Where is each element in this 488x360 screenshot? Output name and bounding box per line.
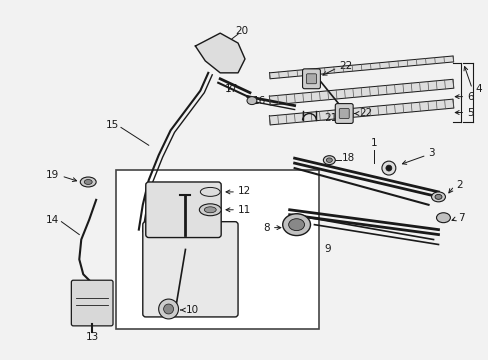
Circle shape — [163, 304, 173, 314]
Text: 14: 14 — [46, 215, 60, 225]
Ellipse shape — [200, 188, 220, 196]
Text: 6: 6 — [467, 92, 473, 102]
Text: 11: 11 — [238, 205, 251, 215]
Text: 17: 17 — [224, 84, 238, 94]
Text: 22: 22 — [339, 61, 352, 71]
FancyBboxPatch shape — [71, 280, 113, 326]
Circle shape — [381, 161, 395, 175]
Bar — [116, 170, 319, 329]
Ellipse shape — [323, 156, 335, 165]
Text: 2: 2 — [455, 180, 462, 190]
Ellipse shape — [431, 192, 445, 202]
Text: 3: 3 — [427, 148, 434, 158]
Text: 4: 4 — [474, 84, 481, 94]
Ellipse shape — [434, 194, 441, 199]
Text: 13: 13 — [85, 332, 99, 342]
Polygon shape — [269, 79, 453, 105]
Text: 9: 9 — [324, 244, 330, 255]
FancyBboxPatch shape — [306, 74, 316, 84]
Ellipse shape — [84, 180, 92, 184]
Text: 20: 20 — [235, 26, 248, 36]
Polygon shape — [269, 56, 453, 79]
Text: 16: 16 — [252, 96, 265, 105]
Text: 19: 19 — [46, 170, 60, 180]
Text: 15: 15 — [105, 121, 119, 130]
Ellipse shape — [325, 158, 332, 162]
Circle shape — [158, 299, 178, 319]
FancyBboxPatch shape — [145, 182, 221, 238]
Text: 5: 5 — [467, 108, 473, 117]
Ellipse shape — [199, 204, 221, 216]
FancyBboxPatch shape — [339, 109, 348, 118]
Text: 8: 8 — [263, 222, 269, 233]
Text: 7: 7 — [457, 213, 464, 223]
Polygon shape — [195, 33, 244, 73]
FancyBboxPatch shape — [142, 222, 238, 317]
Ellipse shape — [246, 96, 256, 105]
Circle shape — [385, 165, 391, 171]
Ellipse shape — [204, 207, 216, 213]
FancyBboxPatch shape — [302, 69, 320, 89]
Polygon shape — [269, 99, 453, 125]
Text: 12: 12 — [238, 186, 251, 196]
FancyBboxPatch shape — [335, 104, 352, 123]
Text: 1: 1 — [370, 138, 377, 148]
Text: 21: 21 — [324, 113, 337, 123]
Text: 18: 18 — [342, 153, 355, 163]
Ellipse shape — [80, 177, 96, 187]
Ellipse shape — [436, 213, 449, 223]
Ellipse shape — [282, 214, 310, 235]
Ellipse shape — [288, 219, 304, 231]
Text: 10: 10 — [185, 305, 198, 315]
Text: 22: 22 — [358, 108, 371, 117]
